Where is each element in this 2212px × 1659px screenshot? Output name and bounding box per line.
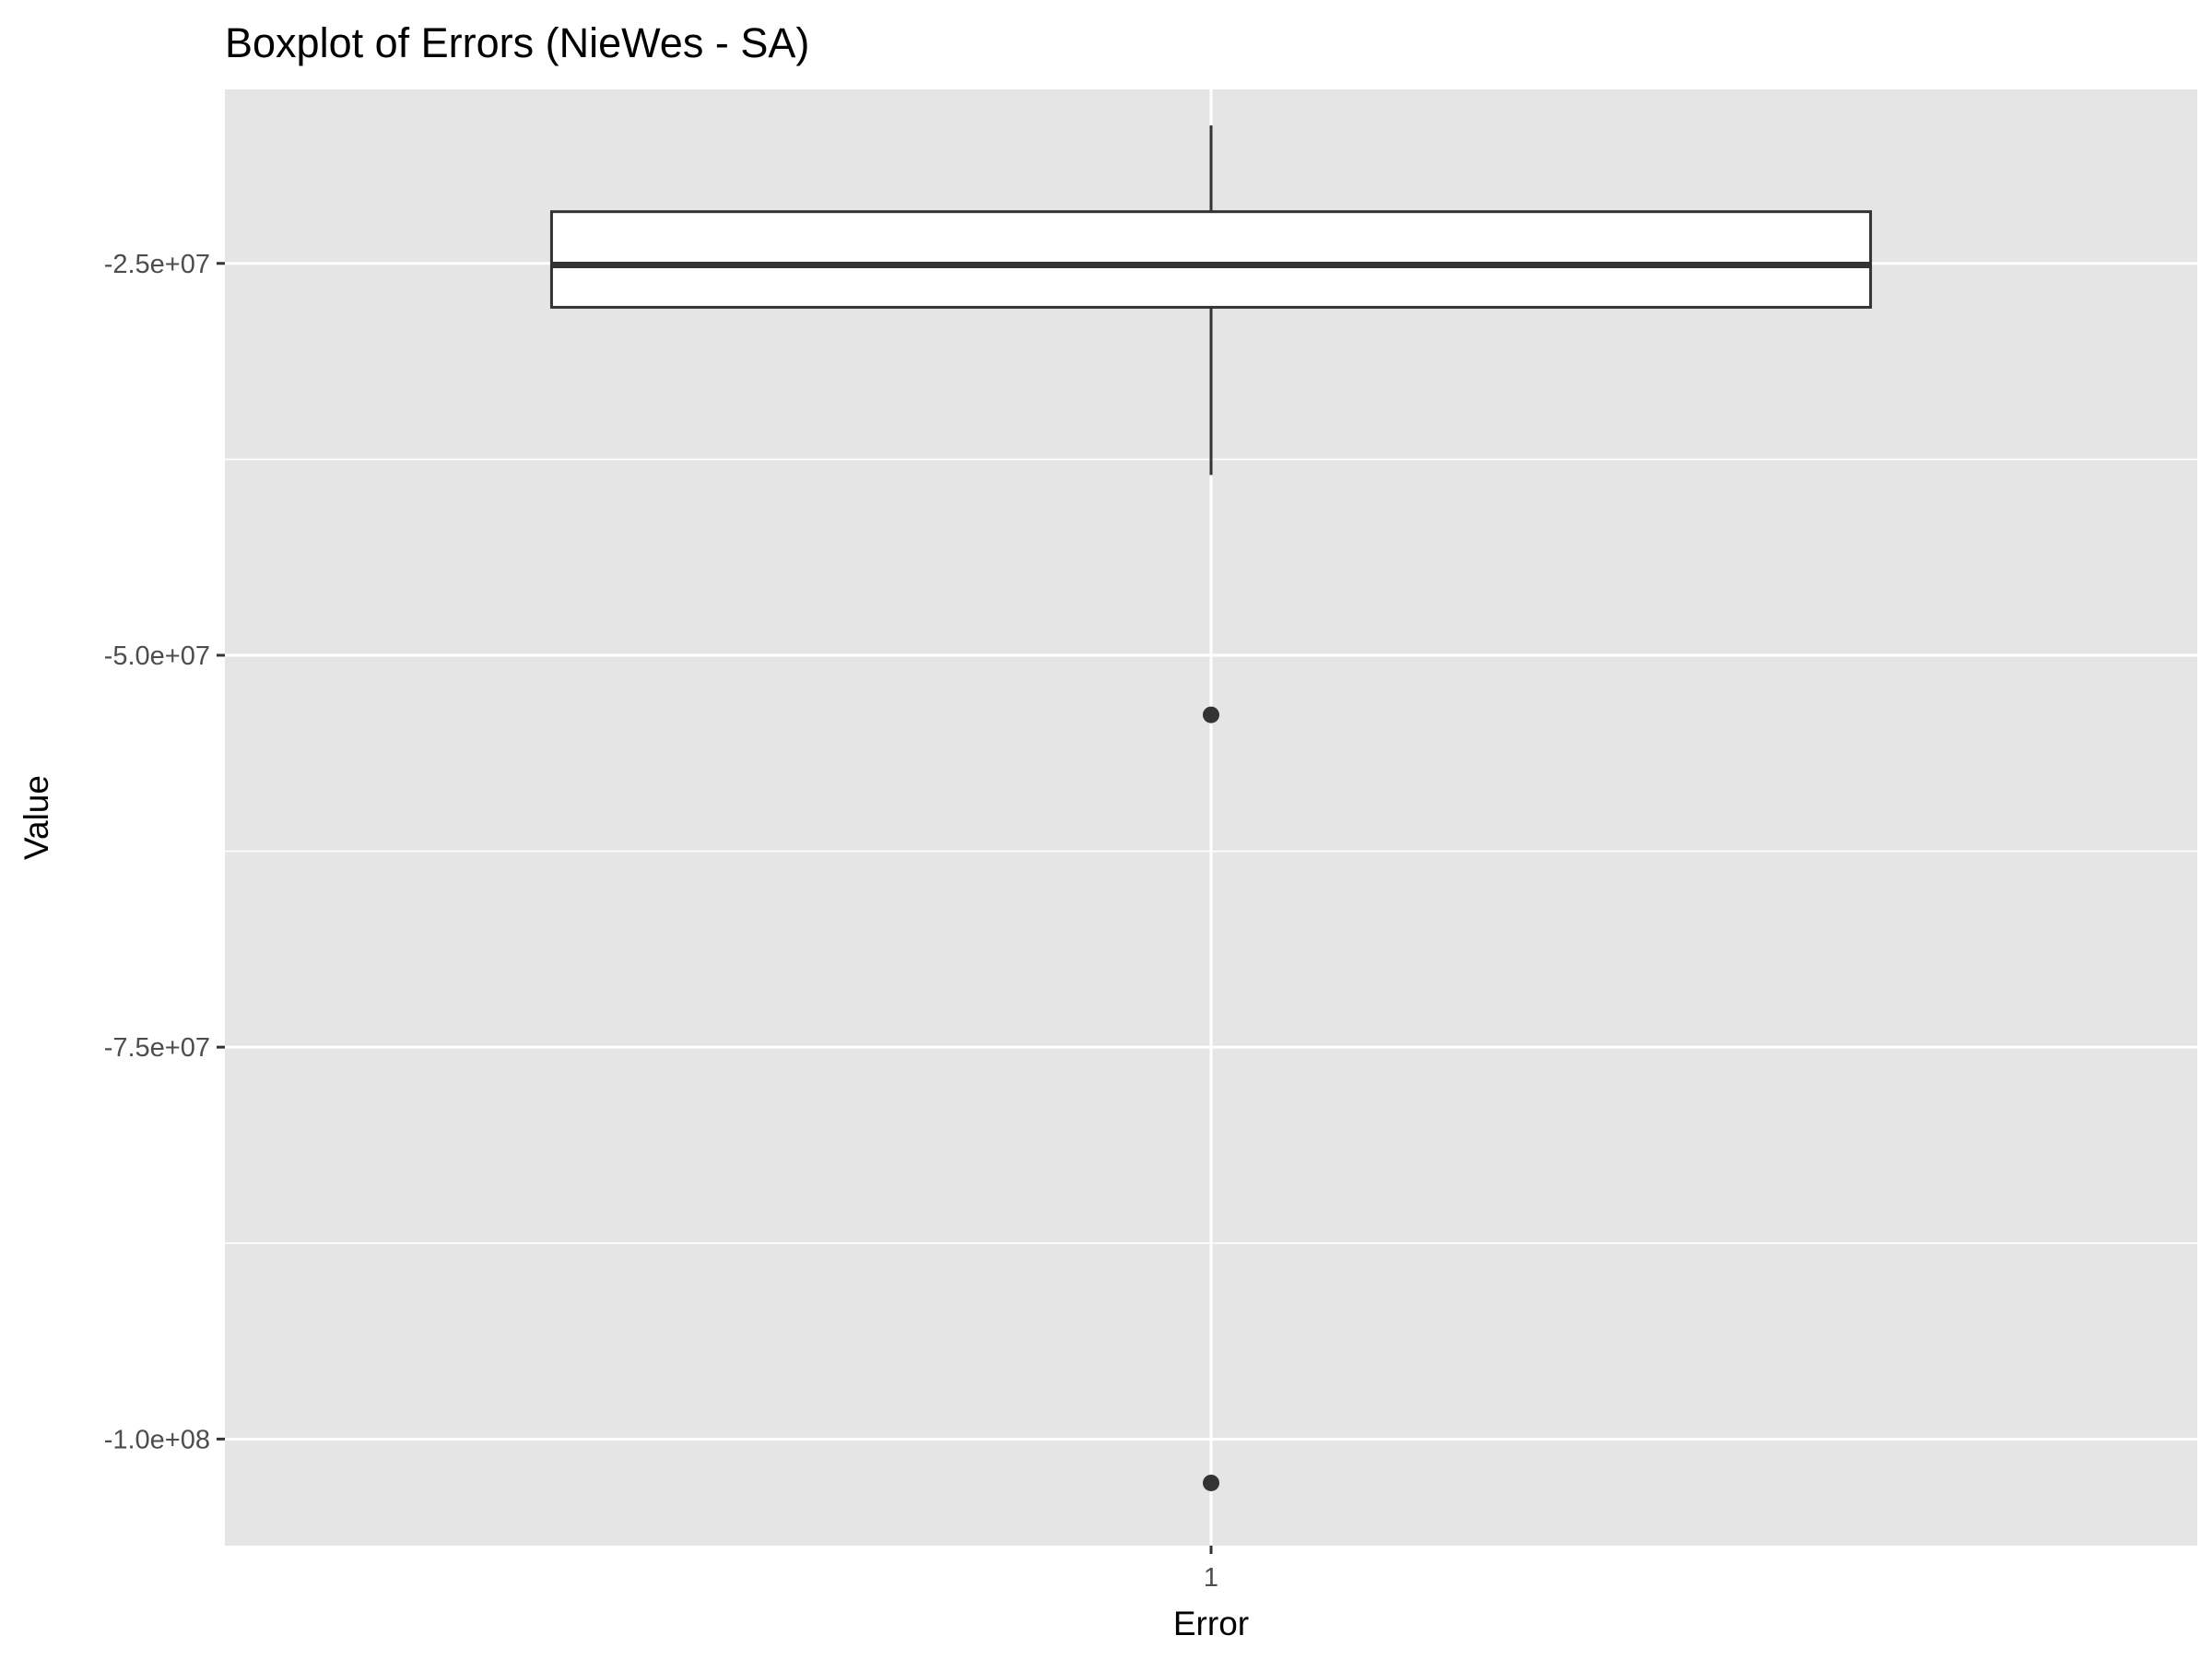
- y-axis-title: Value: [18, 775, 55, 860]
- y-tick-label: -7.5e+07: [104, 1033, 210, 1063]
- x-axis-title: Error: [1173, 1605, 1249, 1642]
- x-tick-label: 1: [1204, 1563, 1218, 1593]
- y-axis: -2.5e+07 -5.0e+07 -7.5e+07 -1.0e+08: [104, 250, 225, 1454]
- y-tick-label: -2.5e+07: [104, 250, 210, 279]
- y-tick-label: -5.0e+07: [104, 641, 210, 671]
- boxes: [549, 125, 1873, 1491]
- box-iqr: [549, 210, 1873, 309]
- box-group: [549, 125, 1873, 1491]
- y-tick-label: -1.0e+08: [104, 1425, 210, 1454]
- x-axis: 1: [1204, 1546, 1218, 1593]
- outlier-point: [1203, 706, 1219, 724]
- chart-title: Boxplot of Errors (NieWes - SA): [225, 19, 809, 66]
- outlier-point: [1203, 1474, 1219, 1491]
